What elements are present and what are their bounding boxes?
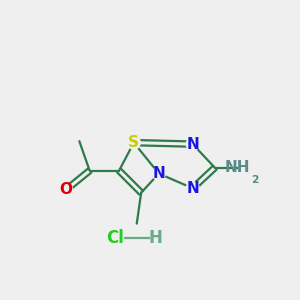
Circle shape xyxy=(186,138,199,151)
Text: NH: NH xyxy=(225,160,250,175)
Circle shape xyxy=(239,157,261,179)
Text: Cl: Cl xyxy=(106,229,124,247)
Text: O: O xyxy=(60,182,73,197)
Text: N: N xyxy=(152,166,165,181)
Circle shape xyxy=(186,182,199,195)
Text: N: N xyxy=(186,181,199,196)
Text: 2: 2 xyxy=(252,175,259,185)
Text: S: S xyxy=(128,135,139,150)
Circle shape xyxy=(152,167,165,180)
Text: H: H xyxy=(149,229,163,247)
Circle shape xyxy=(127,136,140,149)
Circle shape xyxy=(60,183,73,196)
Text: N: N xyxy=(186,136,199,152)
